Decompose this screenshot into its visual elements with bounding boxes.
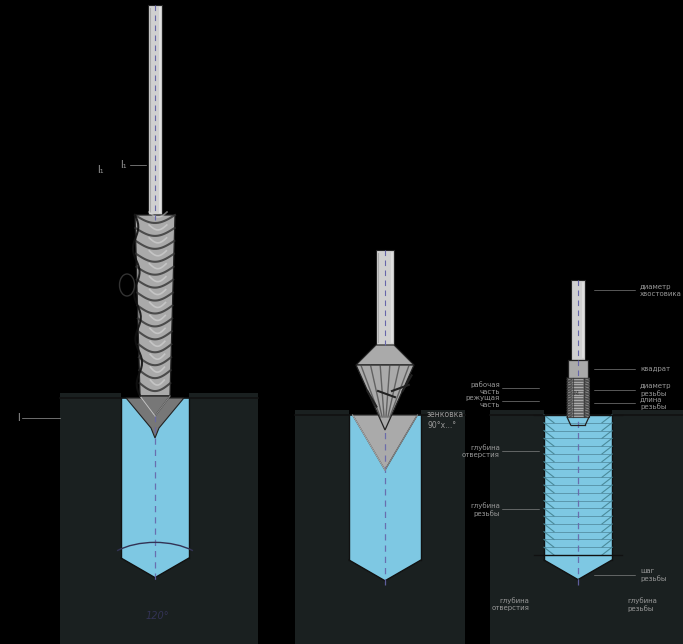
Polygon shape xyxy=(121,398,189,578)
Polygon shape xyxy=(349,415,421,581)
Polygon shape xyxy=(356,365,414,430)
Polygon shape xyxy=(544,415,612,580)
Polygon shape xyxy=(60,393,258,644)
Polygon shape xyxy=(356,345,414,365)
Text: длина
резьбы: длина резьбы xyxy=(640,396,667,410)
Polygon shape xyxy=(135,215,175,396)
Text: 120°: 120° xyxy=(145,611,169,621)
Polygon shape xyxy=(148,5,162,215)
Polygon shape xyxy=(295,410,465,644)
Text: l₁: l₁ xyxy=(97,165,103,175)
Text: глубина
резьбы: глубина резьбы xyxy=(627,598,657,612)
Polygon shape xyxy=(490,410,683,644)
Text: шаг
резьбы: шаг резьбы xyxy=(640,568,667,582)
Text: l: l xyxy=(16,413,19,423)
Text: зенковка
90°х...°: зенковка 90°х...° xyxy=(427,410,464,430)
Text: l₁: l₁ xyxy=(120,160,127,170)
Text: квадрат: квадрат xyxy=(640,366,670,372)
Polygon shape xyxy=(126,398,184,438)
Text: рабочая
часть: рабочая часть xyxy=(471,381,500,395)
Text: диаметр
резьбы: диаметр резьбы xyxy=(640,383,671,397)
Text: глубина
отверстия: глубина отверстия xyxy=(491,598,529,611)
Polygon shape xyxy=(376,250,394,345)
Text: глубина
отверстия: глубина отверстия xyxy=(462,444,500,458)
Text: М...: М... xyxy=(573,391,583,396)
Text: глубина
резьбы: глубина резьбы xyxy=(470,502,500,516)
Text: режущая
часть: режущая часть xyxy=(466,395,500,408)
Text: диаметр
хвостовика: диаметр хвостовика xyxy=(640,283,682,296)
Polygon shape xyxy=(568,360,588,378)
Polygon shape xyxy=(352,415,417,470)
Polygon shape xyxy=(140,396,170,416)
Polygon shape xyxy=(567,378,589,417)
Polygon shape xyxy=(571,280,585,360)
